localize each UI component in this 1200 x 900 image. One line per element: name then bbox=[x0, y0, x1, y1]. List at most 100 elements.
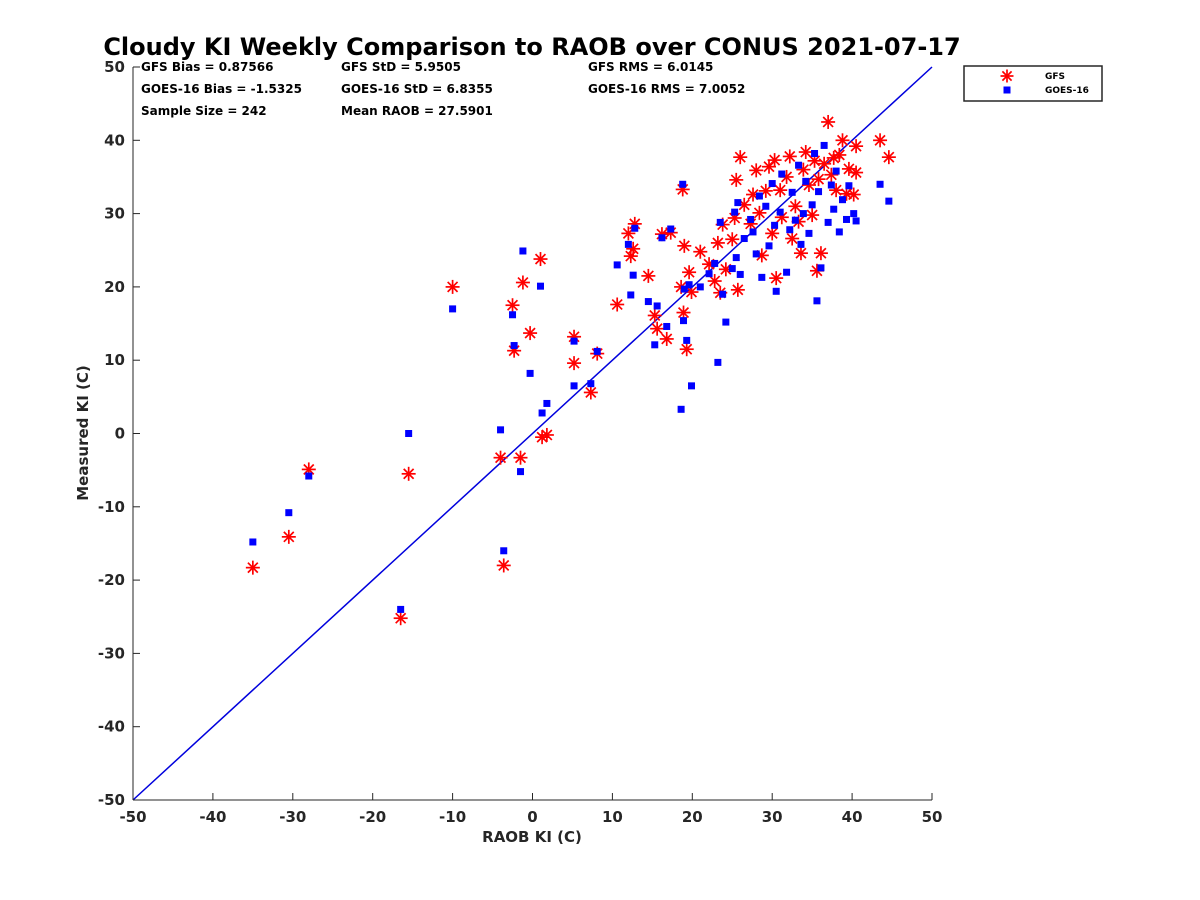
gfs-point bbox=[610, 297, 625, 312]
gfs-point bbox=[513, 450, 528, 465]
goes-16-point bbox=[752, 250, 760, 258]
goes-16-point bbox=[747, 215, 755, 223]
goes-16-point bbox=[644, 298, 652, 306]
goes-16-point bbox=[843, 215, 851, 223]
goes-16-point bbox=[749, 228, 757, 236]
reference-line-layer bbox=[132, 66, 933, 801]
gfs-point bbox=[773, 183, 788, 198]
goes-16-point bbox=[783, 268, 791, 276]
gfs-point bbox=[641, 268, 656, 283]
legend: GFS GOES-16 bbox=[963, 65, 1103, 102]
gfs-point bbox=[805, 208, 820, 223]
stat-text: GFS StD = 5.9505 bbox=[341, 60, 461, 74]
gfs-point bbox=[798, 145, 813, 160]
gfs-point bbox=[393, 611, 408, 626]
gfs-point bbox=[707, 274, 722, 289]
goes-16-point bbox=[405, 430, 413, 437]
goes-16-point bbox=[817, 264, 825, 272]
y-tick-label: 50 bbox=[104, 58, 125, 76]
goes-16-point bbox=[526, 369, 534, 377]
gfs-point bbox=[849, 165, 864, 180]
gfs-point bbox=[730, 282, 745, 297]
goes-16-point bbox=[820, 141, 828, 149]
goes-16-point bbox=[885, 197, 893, 205]
goes-16-point bbox=[624, 240, 632, 248]
goes-16-point bbox=[813, 297, 821, 305]
gfs-point bbox=[733, 150, 748, 165]
gfs-point bbox=[749, 163, 764, 178]
gfs-point bbox=[281, 529, 296, 544]
gfs-point bbox=[677, 238, 692, 253]
x-tick-label: 40 bbox=[842, 808, 863, 826]
y-axis-label: Measured KI (C) bbox=[74, 365, 92, 501]
goes-16-point bbox=[716, 218, 724, 226]
goes-16-point bbox=[734, 199, 742, 207]
gfs-point bbox=[623, 249, 638, 264]
goes-16-point bbox=[839, 196, 847, 204]
goes-16-point bbox=[663, 322, 671, 330]
gfs-point bbox=[647, 308, 662, 323]
y-tick-label: 10 bbox=[104, 351, 125, 369]
goes-16-point bbox=[570, 382, 578, 390]
legend-marker-gfs bbox=[1000, 69, 1014, 83]
goes-16-point bbox=[667, 225, 675, 233]
points-layer bbox=[245, 114, 896, 626]
gfs-point bbox=[811, 172, 826, 187]
goes-16-point bbox=[824, 218, 832, 226]
goes-16-point bbox=[732, 254, 740, 262]
gfs-point bbox=[679, 342, 694, 357]
goes-16-point bbox=[688, 382, 696, 390]
goes-16-point bbox=[631, 224, 639, 232]
x-tick-label: -30 bbox=[279, 808, 306, 826]
goes-16-point bbox=[593, 347, 601, 355]
legend-box bbox=[963, 65, 1103, 102]
gfs-point bbox=[725, 232, 740, 247]
x-tick-label: 0 bbox=[527, 808, 537, 826]
goes-16-point bbox=[740, 235, 748, 243]
goes-16-point bbox=[850, 210, 858, 218]
goes-16-point bbox=[795, 161, 803, 169]
x-tick-label: 30 bbox=[762, 808, 783, 826]
goes-16-point bbox=[731, 208, 739, 216]
goes-16-point bbox=[722, 318, 730, 326]
gfs-point bbox=[245, 560, 260, 575]
gfs-point bbox=[824, 167, 839, 182]
goes-16-point bbox=[683, 336, 691, 344]
goes-16-point bbox=[771, 221, 779, 229]
stat-text: Mean RAOB = 27.5901 bbox=[341, 104, 493, 118]
gfs-point bbox=[835, 133, 850, 148]
gfs-point bbox=[583, 385, 598, 400]
y-tick-label: -20 bbox=[98, 571, 125, 589]
goes-16-point bbox=[876, 180, 884, 188]
gfs-point bbox=[493, 450, 508, 465]
x-ticks: -50 -40 -30 -20 -10 0 10 20 30 40 50 bbox=[119, 793, 942, 826]
y-tick-label: -30 bbox=[98, 644, 125, 662]
stat-text: GOES-16 StD = 6.8355 bbox=[341, 82, 493, 96]
gfs-point bbox=[813, 246, 828, 261]
y-tick-label: -10 bbox=[98, 498, 125, 516]
goes-16-point bbox=[719, 290, 727, 298]
goes-16-point bbox=[815, 188, 823, 196]
x-tick-label: -20 bbox=[359, 808, 386, 826]
goes-16-point bbox=[714, 358, 722, 366]
goes-16-point bbox=[249, 538, 257, 546]
goes-16-point bbox=[736, 270, 744, 278]
gfs-point bbox=[682, 265, 697, 280]
stat-text: GFS RMS = 6.0145 bbox=[588, 60, 713, 74]
goes-16-point bbox=[845, 182, 853, 190]
gfs-point bbox=[515, 275, 530, 290]
gfs-point bbox=[401, 466, 416, 481]
stat-text: GOES-16 RMS = 7.0052 bbox=[588, 82, 745, 96]
goes-16-point bbox=[510, 342, 518, 350]
y-tick-label: 0 bbox=[115, 425, 125, 443]
goes-16-point bbox=[728, 265, 736, 273]
y-ticks: -50 -40 -30 -20 -10 0 10 20 30 40 50 bbox=[98, 58, 140, 809]
legend-label-goes-16: GOES-16 bbox=[1045, 86, 1089, 96]
goes-16-point bbox=[519, 247, 527, 255]
goes-16-point bbox=[852, 217, 860, 225]
goes-16-point bbox=[543, 399, 551, 407]
goes-16-point bbox=[658, 234, 666, 242]
x-tick-label: -50 bbox=[119, 808, 146, 826]
y-tick-label: -40 bbox=[98, 718, 125, 736]
goes-16-point bbox=[762, 202, 770, 210]
